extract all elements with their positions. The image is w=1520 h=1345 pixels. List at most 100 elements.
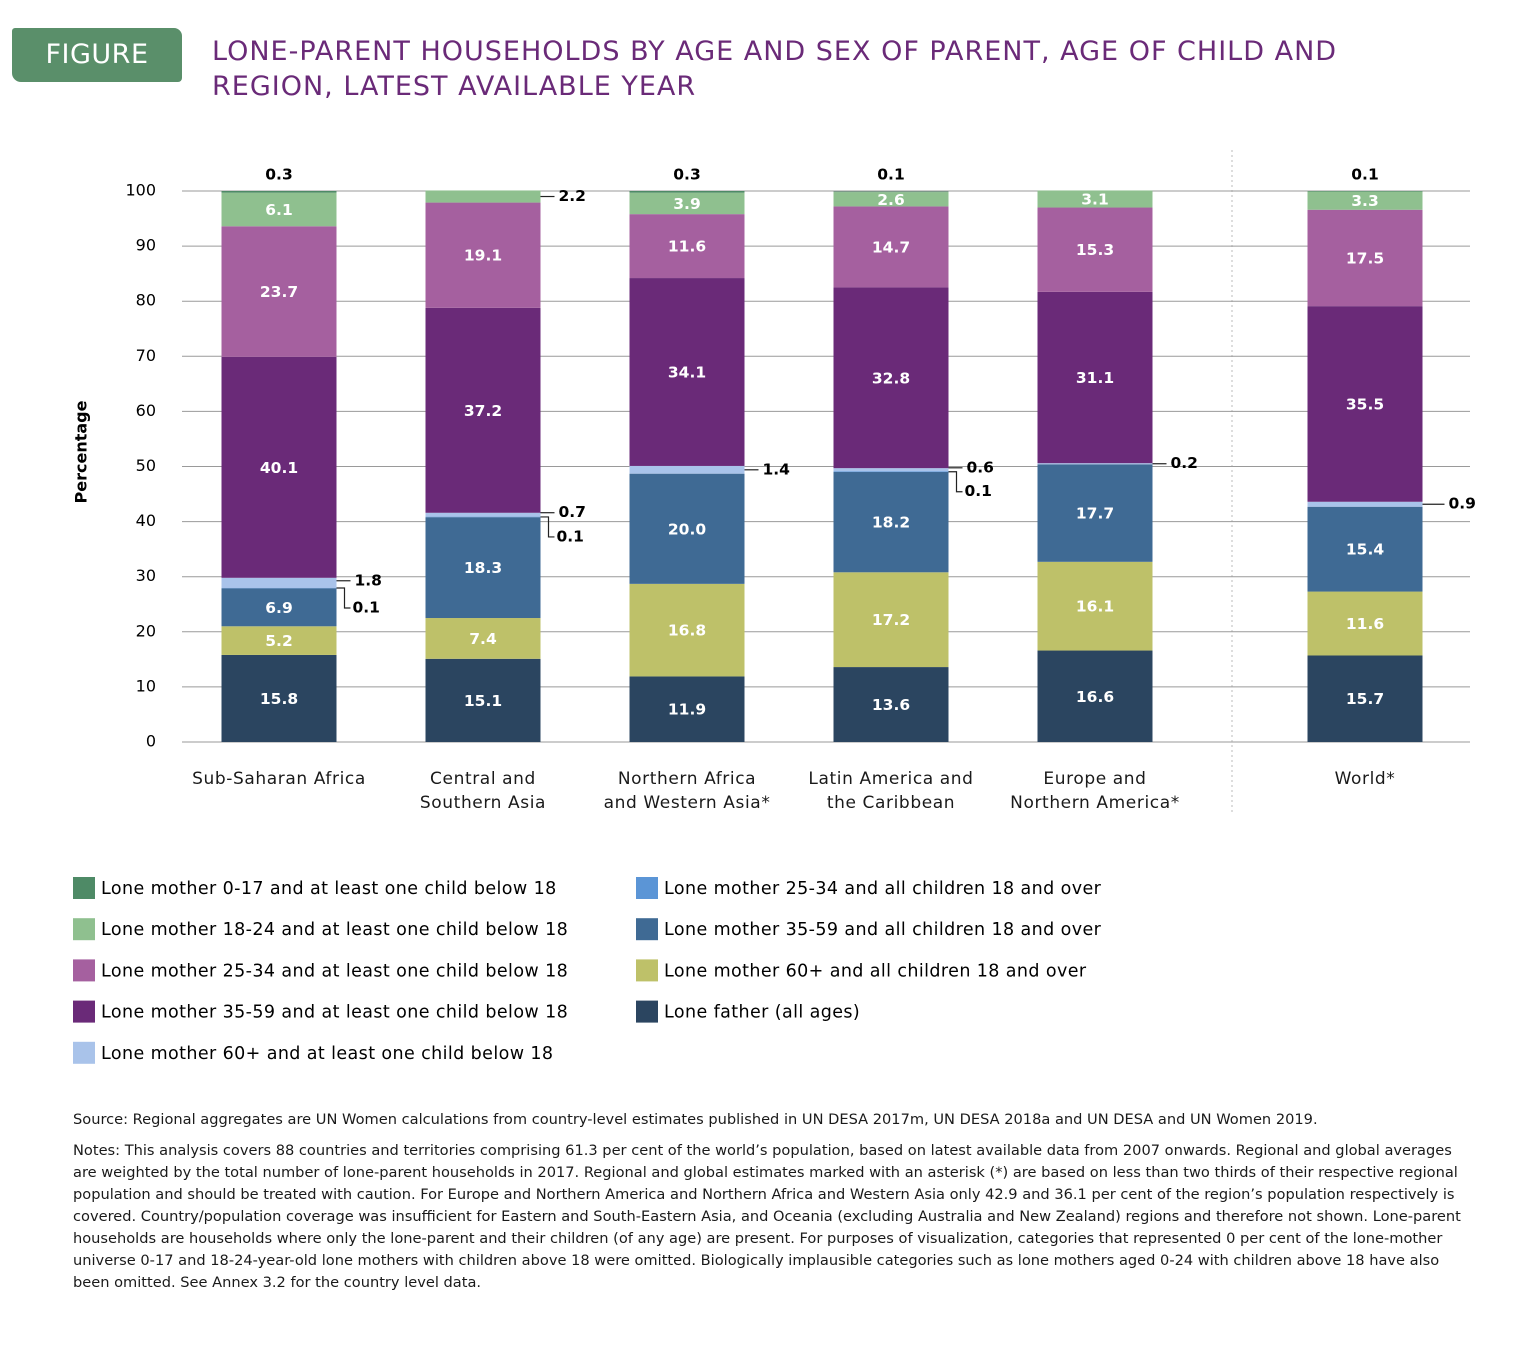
value-label: 11.6	[1346, 615, 1384, 633]
value-label: 6.9	[265, 599, 292, 617]
value-label: 0.2	[1171, 454, 1198, 472]
bar-segment	[629, 214, 745, 279]
value-label: 0.1	[353, 598, 380, 616]
bar-segment	[221, 654, 337, 742]
legend-swatch	[73, 1000, 95, 1023]
y-tick-label: 100	[125, 181, 156, 200]
bar-segment	[1307, 591, 1423, 656]
bar-segment	[629, 583, 745, 677]
legend-label: Lone mother 25-34 and all children 18 an…	[664, 879, 1102, 899]
legend-label: Lone mother 25-34 and at least one child…	[101, 961, 568, 981]
bar-segment	[425, 202, 541, 308]
value-label: 13.6	[872, 696, 910, 714]
bar-segment	[221, 226, 337, 357]
x-tick-label: Sub-Saharan Africa	[192, 769, 366, 789]
value-label: 11.9	[668, 701, 706, 719]
legend-swatch	[636, 959, 658, 982]
value-label: 0.3	[673, 166, 700, 184]
value-label: 0.9	[1449, 495, 1476, 513]
bar-segment	[1307, 306, 1423, 502]
value-label: 37.2	[464, 402, 502, 420]
value-label: 17.7	[1076, 505, 1114, 523]
connector	[948, 471, 963, 493]
bar-segment	[1037, 561, 1153, 651]
bar-segment	[425, 618, 541, 659]
legend-swatch	[73, 877, 95, 899]
bar-segment	[833, 206, 949, 288]
bar-segment	[833, 472, 949, 573]
value-label: 15.8	[260, 690, 298, 708]
x-tick-label: Central and Southern Asia	[419, 769, 547, 813]
bar-segment	[629, 192, 745, 215]
y-tick-label: 50	[136, 456, 156, 475]
x-tick-label: World*	[1334, 769, 1396, 789]
bar-segment	[221, 577, 337, 588]
value-label: 15.1	[464, 692, 502, 710]
legend-swatch	[636, 1000, 658, 1023]
bar-segment	[629, 278, 745, 466]
bar-segment	[221, 192, 337, 227]
legend-swatch	[73, 959, 95, 982]
y-axis-label: Percentage	[72, 400, 91, 503]
value-label: 0.7	[559, 503, 586, 521]
bar-segment	[833, 667, 949, 742]
value-label: 5.2	[265, 632, 292, 650]
legend-label: Lone father (all ages)	[664, 1003, 860, 1023]
value-label: 3.9	[673, 195, 700, 213]
value-label: 1.8	[355, 571, 382, 589]
value-label: 17.5	[1346, 249, 1384, 267]
value-label: 11.6	[668, 238, 706, 256]
value-label: 15.4	[1346, 541, 1384, 559]
value-label: 2.2	[559, 187, 586, 205]
value-label: 0.1	[877, 166, 904, 184]
value-label: 6.1	[265, 201, 292, 219]
y-tick-label: 70	[136, 346, 156, 365]
value-label: 2.6	[877, 191, 904, 209]
value-label: 34.1	[668, 364, 706, 382]
y-tick-label: 40	[136, 511, 156, 530]
y-tick-label: 10	[136, 676, 156, 695]
bar-segment	[629, 676, 745, 742]
bar-segment	[629, 191, 745, 193]
bar-segment	[425, 307, 541, 513]
value-label: 15.3	[1076, 241, 1114, 259]
bar-segment	[1037, 207, 1153, 292]
legend-swatch	[73, 918, 95, 941]
legend-label: Lone mother 35-59 and at least one child…	[101, 1003, 568, 1023]
value-label: 15.7	[1346, 690, 1384, 708]
y-tick-label: 80	[136, 291, 156, 310]
source: Source: Regional aggregates are UN Women…	[73, 1111, 1318, 1128]
legend-swatch	[73, 1041, 95, 1064]
value-label: 3.1	[1081, 190, 1108, 208]
bar-segment	[833, 192, 949, 207]
bar-segment	[425, 190, 541, 203]
value-label: 14.7	[872, 238, 910, 256]
x-tick-label: Europe and Northern America*	[1010, 769, 1180, 813]
value-label: 16.8	[668, 622, 706, 640]
y-tick-label: 90	[136, 236, 156, 255]
chart-title: LONE-PARENT HOUSEHOLDS BY AGE AND SEX OF…	[212, 36, 1338, 102]
bar-segment	[629, 465, 745, 474]
bar-segment	[1307, 191, 1423, 192]
bar-segment	[1307, 655, 1423, 742]
bar-segment	[833, 191, 949, 193]
value-label: 32.8	[872, 369, 910, 387]
value-label: 19.1	[464, 247, 502, 265]
y-tick-label: 0	[146, 732, 156, 751]
bar-segment	[1307, 209, 1423, 307]
value-label: 16.6	[1076, 688, 1114, 706]
y-tick-label: 30	[136, 566, 156, 585]
bar-segment	[425, 658, 541, 742]
bar-segment	[1307, 506, 1423, 592]
value-label: 0.1	[965, 482, 992, 500]
y-tick-label: 20	[136, 621, 156, 640]
legend-swatch	[636, 877, 658, 899]
x-tick-label: Northern Africa and Western Asia*	[603, 769, 771, 813]
value-label: 18.2	[872, 514, 910, 532]
bar-segment	[425, 512, 541, 517]
bar-segment	[1307, 191, 1423, 210]
legend-label: Lone mother 60+ and all children 18 and …	[664, 961, 1087, 981]
value-label: 0.1	[557, 527, 584, 545]
bar-segment	[221, 588, 337, 627]
